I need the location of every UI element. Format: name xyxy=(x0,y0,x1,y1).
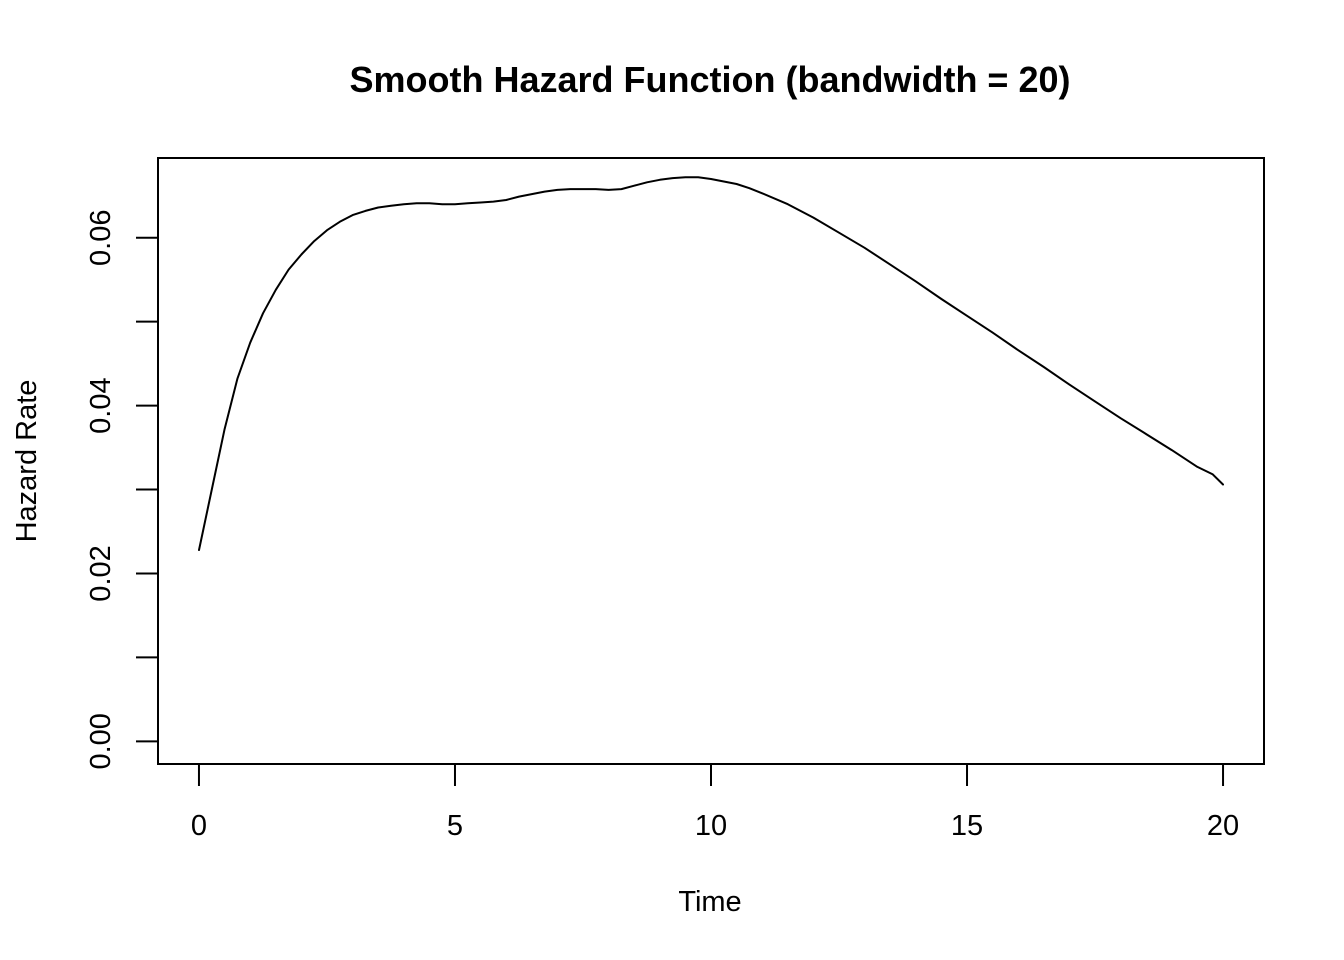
x-axis: 0 5 10 15 20 xyxy=(191,763,1239,842)
y-tick-label: 0.02 xyxy=(85,545,117,601)
x-tick-label: 10 xyxy=(695,810,727,842)
x-axis-label: Time xyxy=(678,886,741,918)
x-tick-label: 15 xyxy=(951,810,983,842)
x-tick-label: 0 xyxy=(191,810,207,842)
y-tick-label: 0.00 xyxy=(85,713,117,769)
y-axis: 0.00 0.02 0.04 0.06 xyxy=(85,210,159,770)
hazard-curve xyxy=(198,176,1224,551)
chart-title: Smooth Hazard Function (bandwidth = 20) xyxy=(349,59,1070,100)
y-axis-label: Hazard Rate xyxy=(11,380,43,543)
y-tick-label: 0.06 xyxy=(85,210,117,266)
plot-frame xyxy=(157,157,1265,765)
y-tick-label: 0.04 xyxy=(85,377,117,433)
x-tick-label: 5 xyxy=(447,810,463,842)
x-tick-label: 20 xyxy=(1207,810,1239,842)
